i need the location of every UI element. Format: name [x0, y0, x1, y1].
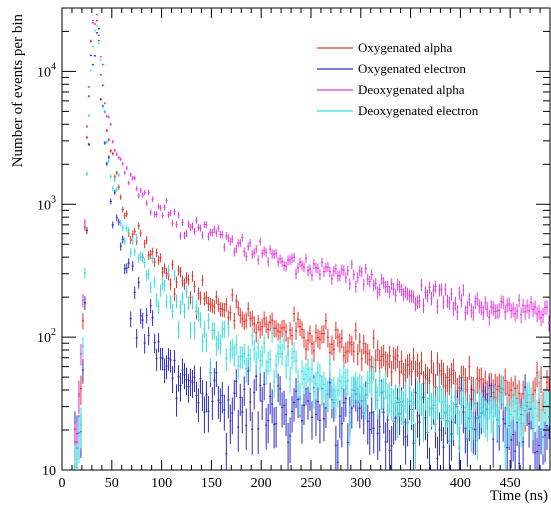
x-tick-label: 50	[105, 476, 119, 491]
x-tick-label: 150	[201, 476, 222, 491]
y-tick-exponent: 2	[51, 327, 56, 338]
y-tick-label: 104	[37, 61, 56, 80]
x-axis-label: Time (ns)	[490, 488, 548, 504]
y-tick-base: 10	[42, 464, 56, 479]
x-tick-label: 350	[400, 476, 421, 491]
y-tick-label: 10	[42, 464, 56, 479]
y-axis-label: Number of events per bin	[10, 14, 26, 168]
legend-label: Oxygenated electron	[358, 61, 466, 76]
legend-label: Oxygenated alpha	[358, 40, 452, 55]
x-tick-label: 300	[350, 476, 371, 491]
legend: Oxygenated alpha Oxygenated electron Deoxy…	[317, 40, 479, 118]
legend-label: Deoxygenated alpha	[358, 82, 465, 97]
series-layer	[73, 13, 551, 471]
y-tick-exponent: 3	[51, 194, 56, 205]
plot-frame	[61, 7, 551, 471]
x-tick-label: 100	[151, 476, 172, 491]
x-tick-label: 400	[450, 476, 471, 491]
y-tick-label: 103	[37, 194, 56, 213]
y-tick-base: 10	[37, 198, 51, 213]
x-tick-label: 0	[59, 476, 66, 491]
y-tick-base: 10	[37, 65, 51, 80]
y-tick-base: 10	[37, 331, 51, 346]
series-2	[73, 13, 551, 470]
y-tick-exponent: 4	[51, 61, 56, 72]
x-tick-label: 450	[500, 476, 521, 491]
series-0	[73, 20, 551, 470]
y-tick-label: 102	[37, 327, 56, 346]
series-3	[73, 25, 551, 470]
x-tick-label: 200	[251, 476, 272, 491]
legend-label: Deoxygenated electron	[358, 103, 479, 118]
x-tick-label: 250	[300, 476, 321, 491]
